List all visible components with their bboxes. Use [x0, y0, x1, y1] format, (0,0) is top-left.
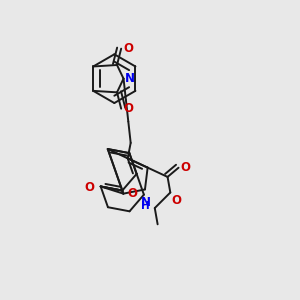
Text: O: O: [123, 102, 133, 115]
Text: O: O: [128, 187, 137, 200]
Text: N: N: [125, 72, 135, 85]
Text: O: O: [180, 160, 190, 174]
Text: O: O: [172, 194, 182, 207]
Text: O: O: [123, 42, 133, 55]
Text: N: N: [141, 196, 151, 209]
Text: O: O: [84, 181, 94, 194]
Text: H: H: [142, 201, 150, 211]
